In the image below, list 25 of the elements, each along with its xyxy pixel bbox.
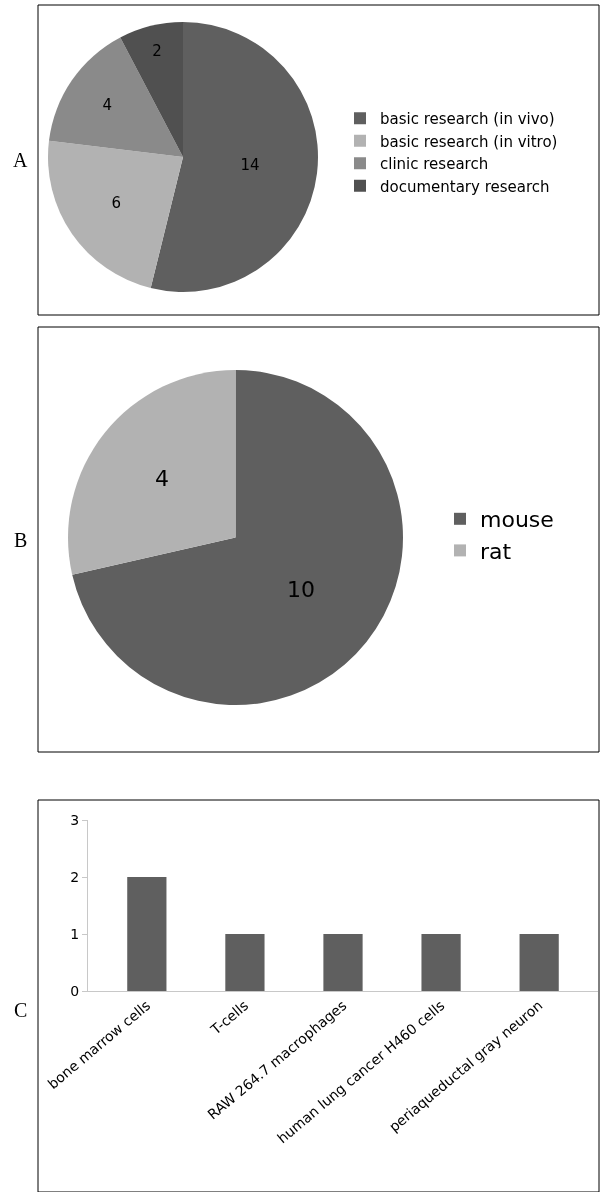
data-label: 2 <box>152 42 162 61</box>
pie-slice <box>68 370 236 575</box>
text: A <box>13 149 28 171</box>
pie-slice <box>150 22 318 292</box>
legend-label: rat <box>480 538 512 564</box>
y-tick-label: 2 <box>70 868 80 885</box>
text: B <box>14 529 28 551</box>
data-label: 4 <box>155 466 169 492</box>
legend-label: basic research (in vivo) <box>380 110 555 129</box>
pie-slice <box>72 370 403 705</box>
data-label: 14 <box>240 156 260 175</box>
data-label: 10 <box>286 577 315 603</box>
legend-label: mouse <box>480 507 554 533</box>
y-tick-label: 0 <box>70 982 80 999</box>
text: C <box>14 999 28 1021</box>
legend-label: documentary research <box>380 177 550 196</box>
pie-slice <box>48 140 183 289</box>
legend-label: basic research (in vitro) <box>380 132 558 151</box>
legend-label: clinic research <box>380 155 489 174</box>
data-label: 4 <box>102 95 112 114</box>
y-tick-label: 3 <box>70 811 80 828</box>
data-label: 6 <box>111 194 121 213</box>
y-tick-label: 1 <box>70 925 80 942</box>
pie-slice <box>120 22 183 157</box>
pie-slice <box>48 37 183 157</box>
